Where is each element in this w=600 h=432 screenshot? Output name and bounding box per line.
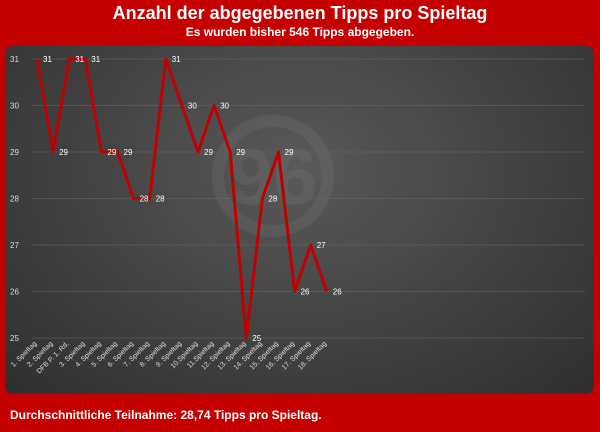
data-label: 30	[220, 102, 229, 111]
data-label: 25	[252, 334, 261, 343]
y-tick-label: 26	[10, 288, 19, 297]
data-label: 29	[59, 148, 68, 157]
y-tick-label: 29	[10, 148, 19, 157]
y-tick-label: 30	[10, 102, 19, 111]
data-label: 29	[107, 148, 116, 157]
y-tick-label: 25	[10, 334, 19, 343]
y-tick-label: 28	[10, 195, 19, 204]
line-chart: 96 25 26 27 28 29 30 31 31 29 31 31 29 29 28 28 31 30 29…	[10, 55, 585, 375]
data-label: 31	[75, 55, 84, 64]
data-label: 27	[317, 241, 326, 250]
watermark-logo: 96	[212, 115, 334, 237]
data-label: 29	[285, 148, 294, 157]
data-label: 28	[140, 195, 149, 204]
data-label: 31	[91, 55, 100, 64]
y-tick-label: 31	[10, 55, 19, 64]
chart-title: Anzahl der abgegebenen Tipps pro Spielta…	[112, 3, 488, 23]
data-label: 29	[236, 148, 245, 157]
data-label: 26	[333, 288, 342, 297]
data-label: 29	[204, 148, 213, 157]
chart-subtitle: Es wurden bisher 546 Tipps abgegeben.	[185, 25, 415, 39]
data-label: 31	[43, 55, 52, 64]
svg-text:96: 96	[229, 132, 318, 221]
average-note: Durchschnittliche Teilnahme: 28,74 Tipps…	[10, 408, 322, 422]
y-tick-label: 27	[10, 241, 19, 250]
data-label: 28	[268, 195, 277, 204]
data-label: 26	[301, 288, 310, 297]
chart-panel: 96 25 26 27 28 29 30 31 31 29 31 31 29 29 28 28 31 30 29…	[5, 46, 594, 394]
data-label: 31	[172, 55, 181, 64]
data-label: 30	[188, 102, 197, 111]
data-label: 29	[124, 148, 133, 157]
data-label: 28	[156, 195, 165, 204]
series-line	[35, 57, 329, 340]
